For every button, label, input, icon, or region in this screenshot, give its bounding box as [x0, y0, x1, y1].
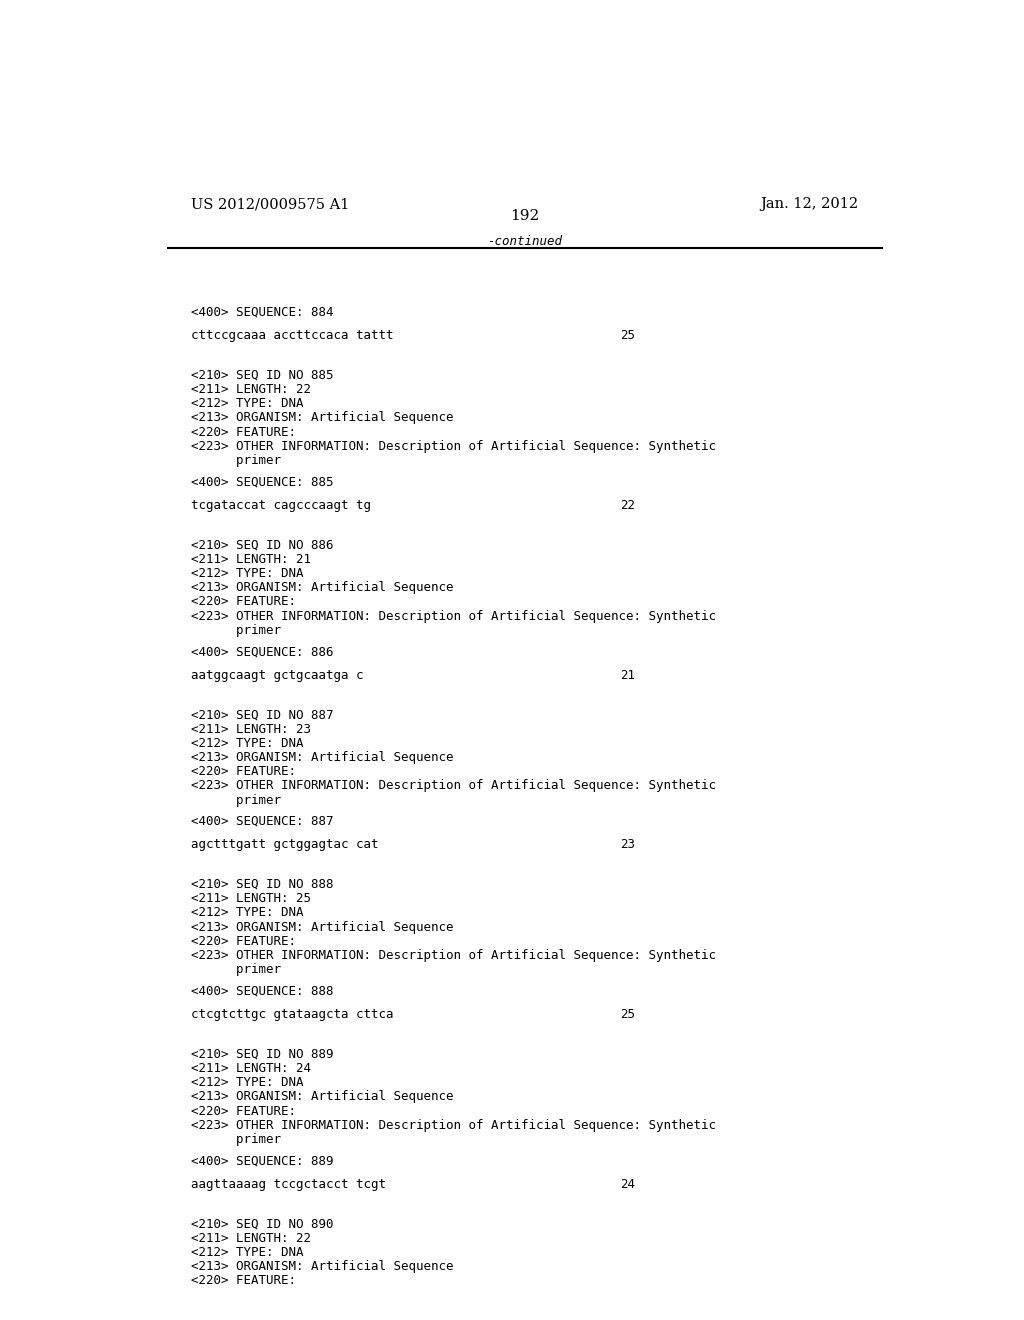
- Text: <211> LENGTH: 25: <211> LENGTH: 25: [191, 892, 311, 906]
- Text: 25: 25: [620, 329, 635, 342]
- Text: primer: primer: [191, 454, 282, 467]
- Text: <213> ORGANISM: Artificial Sequence: <213> ORGANISM: Artificial Sequence: [191, 921, 454, 933]
- Text: <211> LENGTH: 23: <211> LENGTH: 23: [191, 722, 311, 735]
- Text: <220> FEATURE:: <220> FEATURE:: [191, 1105, 297, 1118]
- Text: <212> TYPE: DNA: <212> TYPE: DNA: [191, 397, 304, 411]
- Text: <212> TYPE: DNA: <212> TYPE: DNA: [191, 1076, 304, 1089]
- Text: -continued: -continued: [487, 235, 562, 248]
- Text: cttccgcaaa accttccaca tattt: cttccgcaaa accttccaca tattt: [191, 329, 394, 342]
- Text: <211> LENGTH: 21: <211> LENGTH: 21: [191, 553, 311, 566]
- Text: <220> FEATURE:: <220> FEATURE:: [191, 426, 297, 438]
- Text: primer: primer: [191, 793, 282, 807]
- Text: <213> ORGANISM: Artificial Sequence: <213> ORGANISM: Artificial Sequence: [191, 581, 454, 594]
- Text: 24: 24: [620, 1177, 635, 1191]
- Text: <223> OTHER INFORMATION: Description of Artificial Sequence: Synthetic: <223> OTHER INFORMATION: Description of …: [191, 779, 717, 792]
- Text: <220> FEATURE:: <220> FEATURE:: [191, 766, 297, 779]
- Text: agctttgatt gctggagtac cat: agctttgatt gctggagtac cat: [191, 838, 379, 851]
- Text: 23: 23: [620, 838, 635, 851]
- Text: aagttaaaag tccgctacct tcgt: aagttaaaag tccgctacct tcgt: [191, 1177, 386, 1191]
- Text: <210> SEQ ID NO 890: <210> SEQ ID NO 890: [191, 1217, 334, 1230]
- Text: tcgataccat cagcccaagt tg: tcgataccat cagcccaagt tg: [191, 499, 372, 512]
- Text: <223> OTHER INFORMATION: Description of Artificial Sequence: Synthetic: <223> OTHER INFORMATION: Description of …: [191, 610, 717, 623]
- Text: <211> LENGTH: 24: <211> LENGTH: 24: [191, 1063, 311, 1074]
- Text: primer: primer: [191, 1133, 282, 1146]
- Text: <220> FEATURE:: <220> FEATURE:: [191, 935, 297, 948]
- Text: <400> SEQUENCE: 885: <400> SEQUENCE: 885: [191, 475, 334, 488]
- Text: <210> SEQ ID NO 888: <210> SEQ ID NO 888: [191, 878, 334, 891]
- Text: <400> SEQUENCE: 884: <400> SEQUENCE: 884: [191, 306, 334, 318]
- Text: 21: 21: [620, 669, 635, 681]
- Text: <213> ORGANISM: Artificial Sequence: <213> ORGANISM: Artificial Sequence: [191, 412, 454, 425]
- Text: <210> SEQ ID NO 886: <210> SEQ ID NO 886: [191, 539, 334, 552]
- Text: primer: primer: [191, 964, 282, 977]
- Text: <213> ORGANISM: Artificial Sequence: <213> ORGANISM: Artificial Sequence: [191, 1090, 454, 1104]
- Text: <212> TYPE: DNA: <212> TYPE: DNA: [191, 737, 304, 750]
- Text: <212> TYPE: DNA: <212> TYPE: DNA: [191, 568, 304, 579]
- Text: <210> SEQ ID NO 889: <210> SEQ ID NO 889: [191, 1048, 334, 1061]
- Text: <220> FEATURE:: <220> FEATURE:: [191, 1274, 297, 1287]
- Text: <213> ORGANISM: Artificial Sequence: <213> ORGANISM: Artificial Sequence: [191, 1261, 454, 1274]
- Text: 22: 22: [620, 499, 635, 512]
- Text: ctcgtcttgc gtataagcta cttca: ctcgtcttgc gtataagcta cttca: [191, 1008, 394, 1022]
- Text: <212> TYPE: DNA: <212> TYPE: DNA: [191, 1246, 304, 1259]
- Text: <223> OTHER INFORMATION: Description of Artificial Sequence: Synthetic: <223> OTHER INFORMATION: Description of …: [191, 1119, 717, 1131]
- Text: <211> LENGTH: 22: <211> LENGTH: 22: [191, 383, 311, 396]
- Text: <211> LENGTH: 22: <211> LENGTH: 22: [191, 1232, 311, 1245]
- Text: <210> SEQ ID NO 885: <210> SEQ ID NO 885: [191, 368, 334, 381]
- Text: <210> SEQ ID NO 887: <210> SEQ ID NO 887: [191, 709, 334, 721]
- Text: <223> OTHER INFORMATION: Description of Artificial Sequence: Synthetic: <223> OTHER INFORMATION: Description of …: [191, 440, 717, 453]
- Text: <220> FEATURE:: <220> FEATURE:: [191, 595, 297, 609]
- Text: <212> TYPE: DNA: <212> TYPE: DNA: [191, 907, 304, 920]
- Text: <213> ORGANISM: Artificial Sequence: <213> ORGANISM: Artificial Sequence: [191, 751, 454, 764]
- Text: <400> SEQUENCE: 887: <400> SEQUENCE: 887: [191, 814, 334, 828]
- Text: <400> SEQUENCE: 888: <400> SEQUENCE: 888: [191, 985, 334, 998]
- Text: US 2012/0009575 A1: US 2012/0009575 A1: [191, 197, 350, 211]
- Text: <400> SEQUENCE: 886: <400> SEQUENCE: 886: [191, 645, 334, 659]
- Text: <223> OTHER INFORMATION: Description of Artificial Sequence: Synthetic: <223> OTHER INFORMATION: Description of …: [191, 949, 717, 962]
- Text: aatggcaagt gctgcaatga c: aatggcaagt gctgcaatga c: [191, 669, 364, 681]
- Text: Jan. 12, 2012: Jan. 12, 2012: [760, 197, 858, 211]
- Text: 25: 25: [620, 1008, 635, 1022]
- Text: <400> SEQUENCE: 889: <400> SEQUENCE: 889: [191, 1155, 334, 1167]
- Text: primer: primer: [191, 624, 282, 638]
- Text: 192: 192: [510, 210, 540, 223]
